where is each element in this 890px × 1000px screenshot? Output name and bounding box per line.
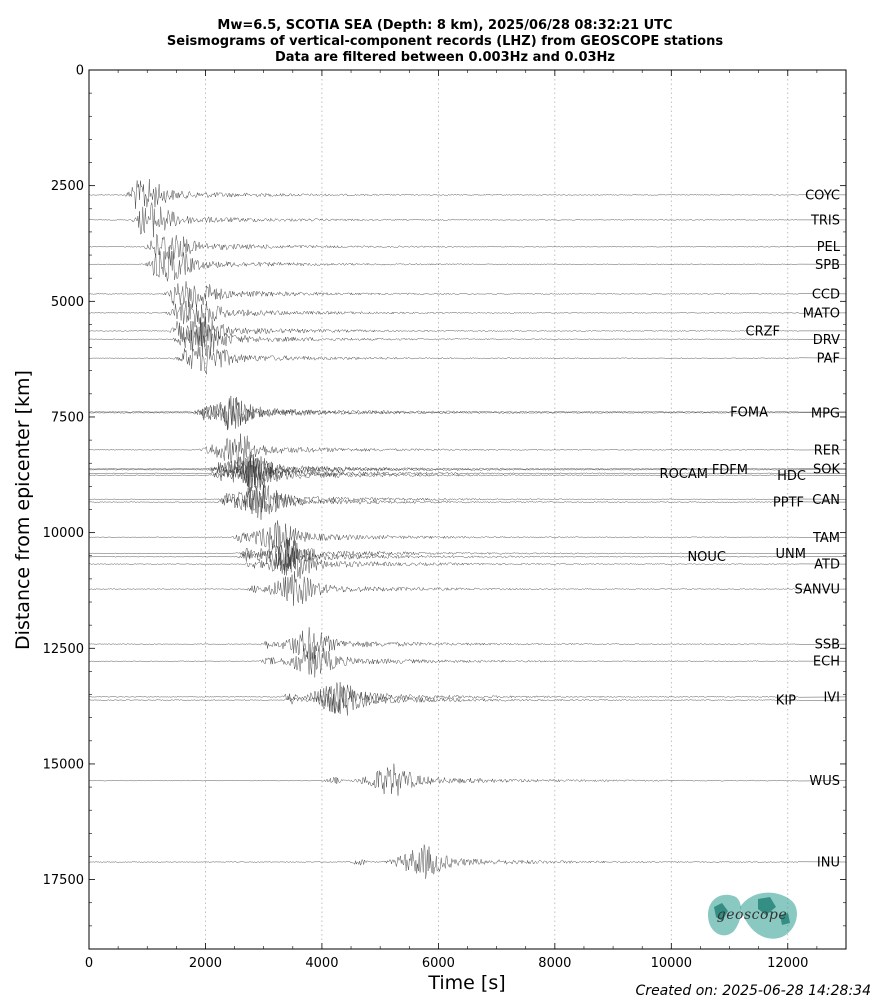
chart-title-line-3: Data are filtered between 0.003Hz and 0.… [274,50,616,65]
y-tick-label: 12500 [43,642,84,657]
y-tick-label: 0 [76,64,84,79]
station-label-mato: MATO [803,306,840,321]
seismogram-trace-ivi [88,682,847,714]
station-label-pptf: PPTF [773,496,804,511]
seismogram-trace-coyc [88,178,847,209]
x-tick-label: 2000 [189,956,222,971]
station-label-sanvu: SANVU [794,583,840,598]
y-tick-label: 15000 [43,757,84,772]
station-label-hdc: HDC [777,469,806,484]
seismogram-trace-paf [89,344,847,375]
station-label-fdfm: FDFM [712,463,748,478]
station-label-atd: ATD [814,558,840,573]
station-label-wus: WUS [809,774,840,789]
seismogram-trace-wus [88,763,847,796]
seismogram-trace-pptf [88,485,847,520]
station-label-rocam: ROCAM [660,467,708,482]
seismogram-trace-crzf [88,316,846,348]
y-axis-label: Distance from epicenter [km] [12,370,34,650]
seismogram-trace-inu [88,844,847,879]
x-tick-label: 8000 [538,956,571,971]
seismogram-trace-sanvu [88,571,846,606]
y-tick-label: 17500 [43,873,84,888]
station-label-paf: PAF [817,352,840,367]
x-tick-label: 12000 [767,956,808,971]
x-tick-label: 10000 [651,956,692,971]
seismogram-trace-can [88,484,847,519]
station-label-unm: UNM [776,547,806,562]
y-tick-label: 5000 [51,295,84,310]
seismogram-trace-tam [89,520,847,554]
chart-title-line-2: Seismograms of vertical-component record… [166,34,724,49]
geoscope-logo: geoscope [700,887,804,943]
seismogram-trace-atd [88,548,847,579]
station-label-rer: RER [814,443,840,458]
seismogram-trace-ccd [88,281,847,308]
station-label-kip: KIP [776,694,796,709]
x-axis-label: Time [s] [428,972,506,994]
station-label-mpg: MPG [811,406,840,421]
x-tick-label: 4000 [305,956,338,971]
seismogram-trace-spb [88,246,847,282]
station-label-nouc: NOUC [687,550,726,565]
plot-frame [88,69,847,950]
y-tick-label: 2500 [51,179,84,194]
seismogram-trace-drv [88,321,847,357]
station-label-coyc: COYC [805,188,840,203]
station-label-ccd: CCD [812,287,840,302]
created-timestamp: Created on: 2025-06-28 14:28:34 [635,983,871,999]
geoscope-globe-icon [708,892,797,939]
seismogram-trace-hdc [88,457,847,493]
station-label-crzf: CRZF [746,324,781,339]
seismogram-trace-kip [88,682,847,716]
station-label-foma: FOMA [730,405,768,420]
seismogram-trace-sok [88,454,847,486]
station-label-tris: TRIS [810,213,840,228]
seismogram-trace-unm [88,537,847,572]
station-label-ivi: IVI [823,690,840,705]
x-tick-label: 0 [85,956,93,971]
seismogram-trace-ssb [88,627,847,661]
seismogram-trace-rocam [88,458,847,489]
geoscope-logo-text: geoscope [716,907,788,923]
seismogram-trace-fdfm [88,451,847,488]
station-label-ssb: SSB [815,638,840,653]
station-label-sok: SOK [813,462,840,477]
seismogram-trace-pel [89,234,847,260]
x-tick-label: 6000 [422,956,455,971]
seismogram-trace-mato [89,300,847,328]
station-label-inu: INU [817,856,840,871]
seismogram-trace-rer [88,433,847,467]
station-label-tam: TAM [812,531,840,546]
station-label-drv: DRV [813,333,840,348]
seismogram-trace-mpg [88,396,847,430]
y-tick-label: 7500 [51,410,84,425]
station-label-can: CAN [812,493,840,508]
station-label-ech: ECH [813,655,840,670]
station-label-pel: PEL [817,240,841,255]
station-label-spb: SPB [815,258,840,273]
seismogram-trace-tris [88,202,846,238]
seismogram-trace-ech [88,643,847,678]
chart-title-line-1: Mw=6.5, SCOTIA SEA (Depth: 8 km), 2025/0… [217,18,673,33]
seismogram-trace-nouc [88,538,847,574]
y-tick-label: 10000 [43,526,84,541]
